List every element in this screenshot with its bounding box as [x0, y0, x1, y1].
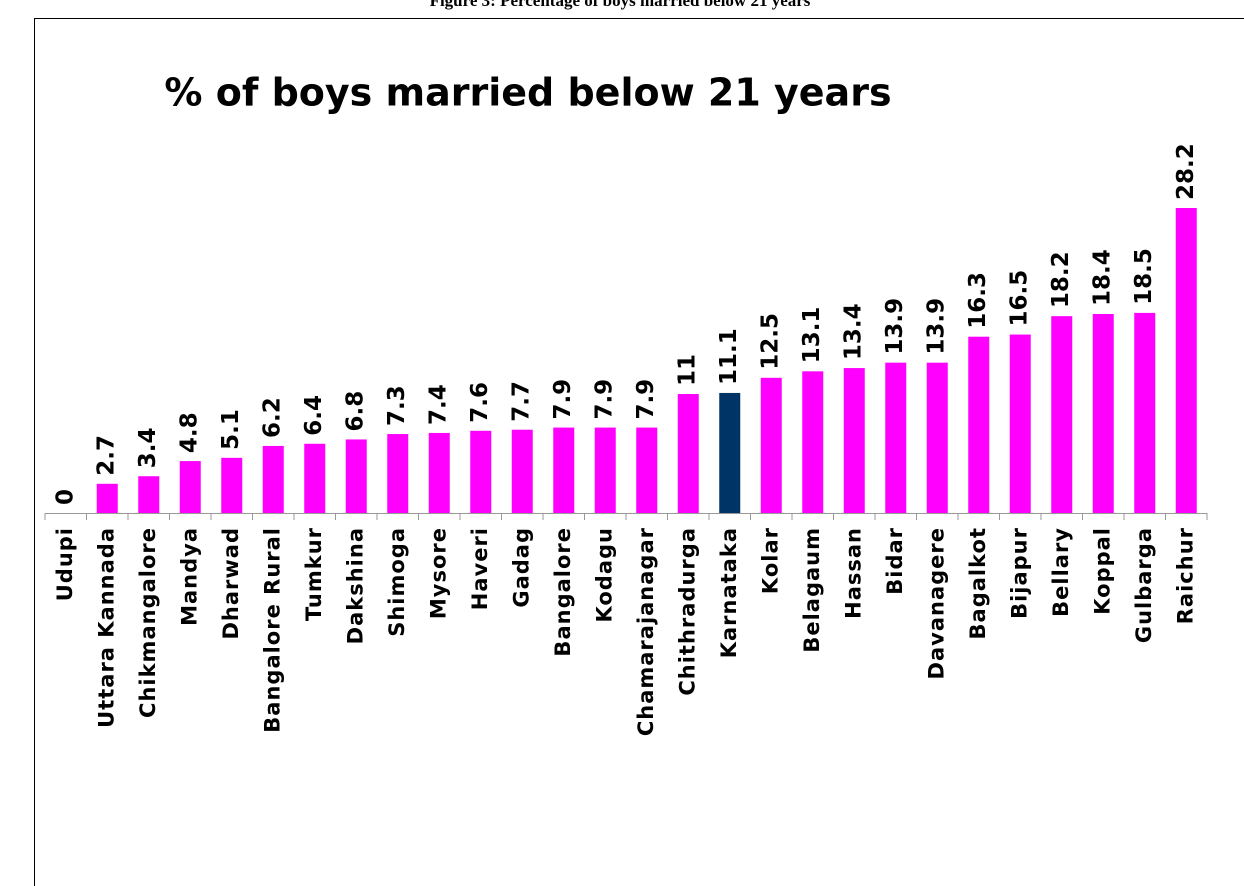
value-label: 11	[675, 354, 701, 386]
bar	[843, 368, 865, 513]
bar	[511, 429, 533, 513]
bar	[387, 434, 409, 513]
value-label: 7.9	[633, 379, 659, 420]
x-tick-label: Karnataka	[717, 527, 741, 658]
value-label: 13.1	[799, 307, 825, 364]
x-tick-label: Haveri	[468, 527, 492, 610]
value-label: 6.8	[343, 391, 369, 432]
bar	[926, 362, 948, 513]
x-tick-label: Uttara Kannada	[94, 527, 118, 728]
bar	[1009, 334, 1031, 513]
value-label: 16.5	[1007, 270, 1033, 327]
figure-caption: Figure 3: Percentage of boys married bel…	[430, 0, 811, 10]
x-tick-label: Mandya	[177, 527, 201, 626]
value-label: 6.2	[260, 397, 286, 438]
value-label: 5.1	[218, 409, 244, 450]
value-label: 7.9	[550, 379, 576, 420]
bar	[221, 457, 243, 513]
x-tick-label: Bidar	[883, 527, 907, 595]
x-tick-label: Raichur	[1173, 527, 1197, 624]
bar	[636, 427, 658, 513]
value-label: 18.4	[1090, 249, 1116, 306]
x-tick-label: Kodagu	[592, 527, 616, 623]
x-tick-label: Mysore	[426, 527, 450, 619]
x-tick-label: Gadag	[509, 527, 533, 608]
value-label: 7.6	[467, 382, 493, 423]
x-tick-label: Belagaum	[800, 527, 824, 653]
value-label: 13.4	[841, 303, 867, 360]
bar	[96, 483, 118, 513]
chart-title: % of boys married below 21 years	[164, 71, 891, 115]
bar	[179, 461, 201, 513]
bar	[138, 476, 160, 513]
x-tick-label: Dakshina	[343, 527, 367, 644]
bar	[594, 427, 616, 513]
bar	[802, 371, 824, 513]
x-tick-label: Bijapur	[1007, 527, 1031, 619]
value-label: 11.1	[716, 328, 742, 385]
x-tick-label: Chithradurga	[675, 527, 699, 696]
bar	[760, 377, 782, 513]
bar	[470, 430, 492, 513]
x-tick-label: Chikmangalore	[136, 527, 160, 718]
bar	[1092, 313, 1114, 513]
x-tick-label: Udupi	[53, 527, 77, 601]
bar	[719, 392, 741, 513]
x-tick-label: Bagalkot	[966, 527, 990, 639]
x-tick-label: Bangalore Rural	[260, 527, 284, 733]
value-label: 13.9	[882, 298, 908, 355]
chart-border	[34, 18, 1244, 886]
x-tick-label: Tumkur	[302, 527, 326, 621]
bar	[677, 394, 699, 513]
x-tick-label: Koppal	[1090, 527, 1114, 615]
value-label: 7.9	[592, 379, 618, 420]
x-tick-label: Hassan	[841, 527, 865, 619]
x-tick-label: Kolar	[758, 527, 782, 594]
x-tick-label: Bangalore	[551, 527, 575, 657]
bar	[1175, 208, 1197, 513]
x-tick-label: Shimoga	[385, 527, 409, 637]
bar	[968, 336, 990, 513]
value-label: 13.9	[924, 298, 950, 355]
value-label: 28.2	[1173, 143, 1199, 200]
x-tick-label: Gulbarga	[1132, 527, 1156, 643]
value-label: 7.3	[384, 385, 410, 426]
value-label: 7.4	[426, 384, 452, 425]
bar	[1051, 316, 1073, 513]
x-tick-label: Bellary	[1049, 527, 1073, 617]
bar	[345, 439, 367, 513]
value-label: 4.8	[177, 412, 203, 453]
value-label: 18.5	[1131, 248, 1157, 305]
x-tick-label: Dharwad	[219, 527, 243, 640]
x-tick-label: Chamarajanagar	[634, 527, 658, 736]
bar	[553, 427, 575, 513]
value-label: 12.5	[758, 313, 784, 370]
x-tick-label: Davanagere	[924, 527, 948, 679]
bar	[262, 445, 284, 513]
value-label: 16.3	[965, 272, 991, 329]
value-label: 0	[52, 489, 78, 505]
value-label: 18.2	[1048, 251, 1074, 308]
value-label: 7.7	[509, 381, 535, 422]
bar	[304, 443, 326, 513]
bar	[885, 362, 907, 513]
value-label: 3.4	[135, 427, 161, 468]
value-label: 6.4	[301, 395, 327, 436]
bar	[428, 432, 450, 513]
value-label: 2.7	[94, 435, 120, 476]
bar	[1134, 312, 1156, 513]
